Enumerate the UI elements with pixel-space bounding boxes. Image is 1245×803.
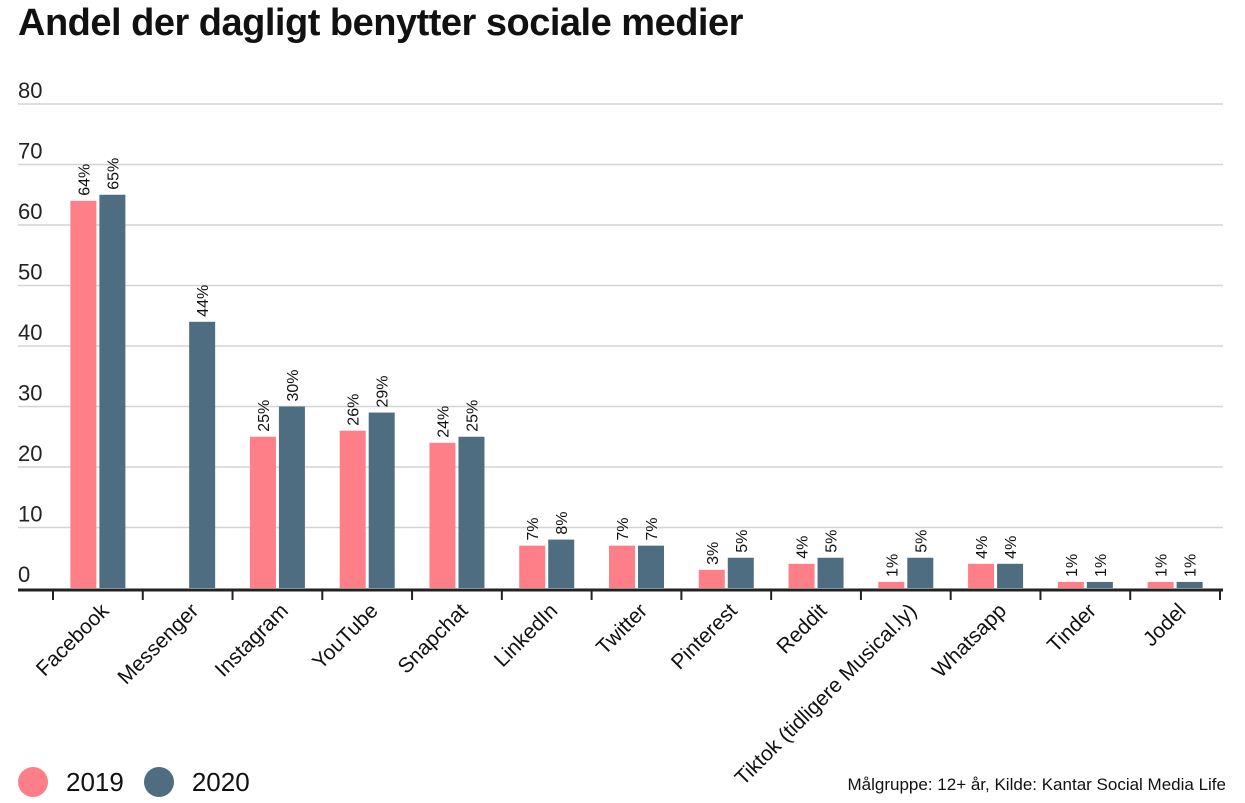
bar-value-label: 25% (256, 400, 273, 432)
bar-value-label: 64% (76, 164, 93, 196)
bar-value-label: 30% (285, 369, 302, 401)
y-axis-tick-labels: 0 10 20 30 40 50 60 70 80 (18, 78, 42, 587)
x-tick-label: YouTube (308, 599, 383, 674)
bar-value-label: 1% (1154, 554, 1171, 577)
bar-2019 (339, 430, 366, 588)
bar-2020 (189, 321, 216, 588)
x-tick-label: Messenger (113, 599, 203, 689)
bar-value-label: 7% (525, 518, 542, 541)
x-axis (18, 588, 1223, 600)
y-tick-label: 50 (18, 260, 42, 285)
source-note: Målgruppe: 12+ år, Kilde: Kantar Social … (847, 775, 1226, 794)
legend-label-2020: 2020 (191, 766, 250, 797)
bar-value-label: 29% (375, 376, 392, 408)
bar-2020 (1086, 581, 1113, 588)
bar-value-label: 65% (105, 158, 122, 190)
bar-2019 (70, 200, 97, 589)
bar-value-label: 1% (1093, 554, 1110, 577)
y-tick-label: 60 (18, 199, 42, 224)
bar-2020 (907, 557, 934, 588)
y-tick-label: 0 (18, 562, 30, 587)
legend-swatch-2019 (18, 767, 48, 797)
bar-value-label: 1% (1064, 554, 1081, 577)
bar-2019 (1057, 581, 1084, 588)
bar-value-label: 25% (464, 400, 481, 432)
bar-value-label: 26% (346, 394, 363, 426)
y-tick-label: 20 (18, 441, 42, 466)
y-tick-label: 70 (18, 139, 42, 164)
bar-value-label: 3% (705, 542, 722, 565)
bar-2019 (878, 581, 905, 588)
x-tick-label: Whatsapp (928, 599, 1011, 682)
x-tick-label: Jodel (1139, 599, 1191, 651)
legend: 2019 2020 (18, 762, 270, 802)
gridlines (18, 103, 1223, 529)
x-tick-label: Tiktok (tidligere Musical.ly) (731, 599, 922, 790)
x-tick-label: Twitter (592, 599, 652, 659)
bar-value-label: 1% (1183, 554, 1200, 577)
bar-value-label: 4% (974, 536, 991, 559)
bar-value-label: 44% (195, 285, 212, 317)
bar-2020 (458, 436, 485, 588)
bar-2019 (788, 563, 815, 588)
bar-2019 (519, 545, 546, 588)
bar-2019 (1147, 581, 1174, 588)
bar-2019 (609, 545, 635, 588)
bar-value-label: 5% (824, 530, 841, 553)
y-tick-label: 40 (18, 320, 42, 345)
bar-value-label: 7% (615, 518, 632, 541)
chart-title: Andel der dagligt benytter sociale medie… (18, 2, 743, 44)
x-tick-label: Facebook (32, 599, 114, 681)
bar-2020 (727, 557, 754, 588)
bar-2020 (99, 194, 126, 588)
x-tick-label: LinkedIn (490, 599, 562, 671)
bar-value-label: 4% (795, 536, 812, 559)
bar-2019 (968, 563, 995, 588)
bar-value-label: 7% (644, 518, 661, 541)
x-tick-label: Snapchat (393, 599, 472, 678)
legend-item-2020: 2020 (143, 766, 250, 798)
bar-value-label: 1% (884, 554, 901, 577)
bars (70, 194, 1203, 589)
y-tick-label: 10 (18, 502, 42, 527)
bar-value-label: 5% (734, 530, 751, 553)
bar-value-labels: 64% 65% 44% 25% 30% 26% 29% 24% 25% 7% 8% 7% 7% 3% 5% 4… (76, 158, 1199, 577)
bar-value-label: 24% (435, 406, 452, 438)
bar-value-label: 5% (913, 530, 930, 553)
bar-2020 (638, 545, 664, 588)
bar-2020 (817, 557, 844, 588)
bar-value-label: 4% (1003, 536, 1020, 559)
bar-2019 (429, 442, 456, 588)
y-tick-label: 30 (18, 381, 42, 406)
bar-2020 (278, 406, 305, 588)
bar-2020 (997, 563, 1024, 588)
bar-2020 (548, 539, 575, 588)
x-tick-label: Pinterest (667, 599, 742, 674)
bar-2019 (698, 569, 725, 588)
x-tick-label: Reddit (772, 599, 831, 658)
legend-label-2019: 2019 (66, 766, 124, 797)
x-tick-label: Tinder (1043, 599, 1101, 657)
bar-2019 (249, 436, 276, 588)
legend-swatch-2020 (143, 767, 174, 797)
bar-value-label: 8% (554, 511, 571, 534)
bar-2020 (1176, 581, 1203, 588)
y-tick-label: 80 (18, 78, 42, 103)
x-tick-label: Instagram (211, 599, 293, 681)
bar-2020 (368, 412, 395, 588)
legend-item-2019: 2019 (18, 767, 124, 798)
